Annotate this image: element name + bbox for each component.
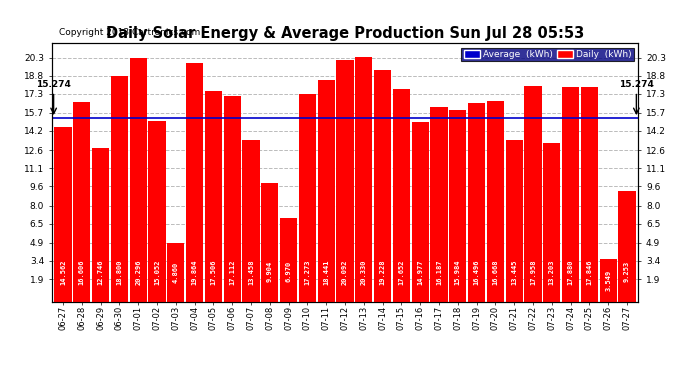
- Bar: [73, 102, 90, 302]
- Text: 20.092: 20.092: [342, 259, 348, 285]
- Text: 12.746: 12.746: [97, 259, 104, 285]
- Text: 15.274: 15.274: [619, 80, 654, 89]
- Text: 17.652: 17.652: [398, 259, 404, 285]
- Text: 3.549: 3.549: [605, 270, 611, 291]
- Text: 15.052: 15.052: [154, 259, 160, 285]
- Bar: [618, 190, 635, 302]
- Bar: [242, 140, 259, 302]
- Text: 15.984: 15.984: [455, 259, 461, 285]
- Text: 18.441: 18.441: [323, 259, 329, 285]
- Bar: [186, 63, 204, 302]
- Text: 20.296: 20.296: [135, 259, 141, 285]
- Text: 17.846: 17.846: [586, 259, 593, 285]
- Text: 17.958: 17.958: [530, 259, 536, 285]
- Bar: [411, 122, 429, 302]
- Bar: [55, 127, 72, 302]
- Text: 16.606: 16.606: [79, 259, 85, 285]
- Text: 20.330: 20.330: [361, 259, 367, 285]
- Text: 13.203: 13.203: [549, 259, 555, 285]
- Bar: [486, 101, 504, 302]
- Bar: [374, 70, 391, 302]
- Text: 15.274: 15.274: [36, 80, 71, 89]
- Bar: [543, 143, 560, 302]
- Text: Copyright 2013 Cartronics.com: Copyright 2013 Cartronics.com: [59, 28, 200, 37]
- Bar: [92, 148, 109, 302]
- Bar: [336, 60, 354, 302]
- Bar: [299, 94, 316, 302]
- Bar: [506, 140, 523, 302]
- Text: 6.970: 6.970: [286, 261, 292, 282]
- Bar: [280, 218, 297, 302]
- Bar: [355, 57, 373, 302]
- Text: 17.273: 17.273: [304, 259, 310, 285]
- Text: 13.445: 13.445: [511, 259, 518, 285]
- Text: 19.228: 19.228: [380, 259, 386, 285]
- Bar: [130, 58, 147, 302]
- Bar: [317, 80, 335, 302]
- Text: 16.496: 16.496: [473, 259, 480, 285]
- Bar: [224, 96, 241, 302]
- Bar: [393, 89, 410, 302]
- Text: 17.506: 17.506: [210, 259, 217, 285]
- Text: 9.253: 9.253: [624, 261, 630, 282]
- Bar: [205, 91, 222, 302]
- Bar: [111, 76, 128, 302]
- Text: 9.904: 9.904: [267, 261, 273, 282]
- Text: 18.800: 18.800: [117, 259, 122, 285]
- Legend: Average  (kWh), Daily  (kWh): Average (kWh), Daily (kWh): [462, 48, 633, 61]
- Text: 13.458: 13.458: [248, 259, 254, 285]
- Bar: [524, 86, 542, 302]
- Text: 17.112: 17.112: [229, 259, 235, 285]
- Text: 14.562: 14.562: [60, 259, 66, 285]
- Text: 16.187: 16.187: [436, 259, 442, 285]
- Bar: [581, 87, 598, 302]
- Bar: [431, 107, 448, 302]
- Title: Daily Solar Energy & Average Production Sun Jul 28 05:53: Daily Solar Energy & Average Production …: [106, 26, 584, 40]
- Bar: [148, 121, 166, 302]
- Bar: [449, 110, 466, 302]
- Bar: [600, 259, 617, 302]
- Bar: [261, 183, 279, 302]
- Text: 4.860: 4.860: [172, 262, 179, 283]
- Bar: [167, 243, 184, 302]
- Text: 14.977: 14.977: [417, 259, 423, 285]
- Text: 19.864: 19.864: [192, 259, 197, 285]
- Bar: [562, 87, 579, 302]
- Text: 16.668: 16.668: [493, 259, 498, 285]
- Text: 17.880: 17.880: [568, 259, 573, 285]
- Bar: [468, 104, 485, 302]
